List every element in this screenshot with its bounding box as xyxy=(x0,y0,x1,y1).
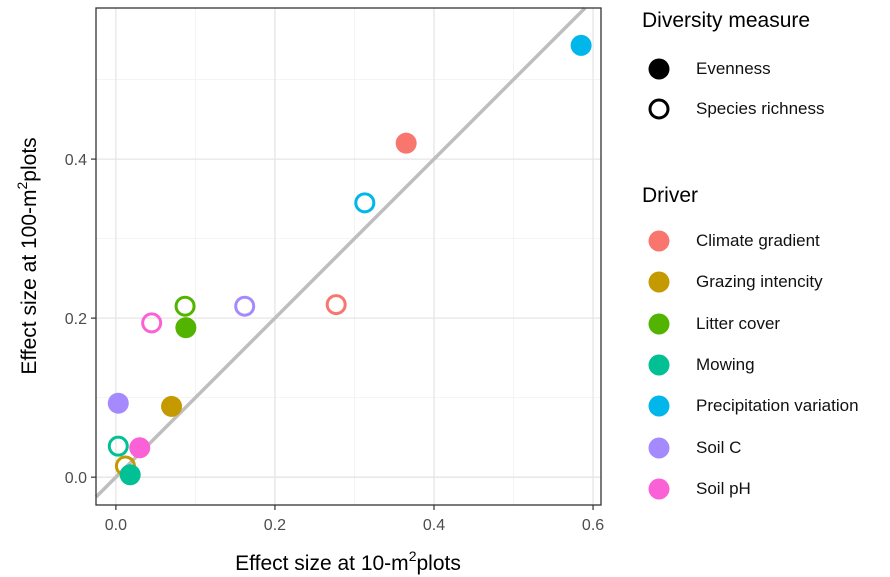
y-tick-label: 0.0 xyxy=(65,470,87,487)
data-points xyxy=(107,34,592,486)
y-tick-label: 0.4 xyxy=(65,152,87,169)
legend-label: Soil C xyxy=(696,437,742,457)
point-soil-ph-species-richness xyxy=(141,312,163,334)
point-climate-gradient-evenness xyxy=(395,132,417,154)
color-legend-title: Driver xyxy=(642,184,698,207)
point-soil-c-evenness xyxy=(107,392,129,414)
legend-key-icon xyxy=(648,98,670,120)
x-tick-label: 0.0 xyxy=(105,517,127,534)
x-axis-title: Effect size at 10-m2plots xyxy=(235,548,461,575)
x-tick-label: 0.4 xyxy=(423,517,445,534)
point-climate-gradient-species-richness xyxy=(325,294,347,316)
legend-key-icon xyxy=(648,437,670,458)
y-axis-title: Effect size at 100-m2plots xyxy=(14,137,41,374)
point-litter-cover-evenness xyxy=(175,317,197,339)
legend-key-icon xyxy=(648,313,670,335)
y-axis-title-superscript: 2 xyxy=(14,181,30,189)
y-tick-label: 0.2 xyxy=(65,311,87,328)
point-soil-ph-evenness xyxy=(129,437,151,459)
plot-panel xyxy=(96,8,601,505)
color-legend-item-soil-c: Soil C xyxy=(644,433,741,463)
x-axis-ticks: 0.0 0.2 0.4 0.6 xyxy=(105,505,604,534)
x-axis-title-superscript: 2 xyxy=(409,548,417,564)
color-legend-item-mowing: Mowing xyxy=(644,350,755,380)
point-precipitation-variation-species-richness xyxy=(354,192,376,214)
x-tick-label: 0.6 xyxy=(582,517,604,534)
point-mowing-species-richness xyxy=(107,435,129,457)
legend-label: Soil pH xyxy=(696,478,751,498)
shape-legend-title: Diversity measure xyxy=(642,9,811,32)
point-litter-cover-species-richness xyxy=(174,295,196,317)
legend-label: Precipitation variation xyxy=(696,396,859,416)
legend-label: Mowing xyxy=(696,354,755,374)
color-legend-item-litter-cover: Litter cover xyxy=(644,309,780,339)
color-legend-item-grazing-intencity: Grazing intencity xyxy=(644,267,823,297)
y-axis-title-main: Effect size at 100-m xyxy=(18,189,41,374)
plot-border xyxy=(95,7,602,506)
legend-key-icon xyxy=(648,58,670,80)
legend-label: Evenness xyxy=(696,59,771,78)
x-tick-label: 0.2 xyxy=(264,517,286,534)
legend-key-icon xyxy=(648,478,670,500)
legend-key-icon xyxy=(648,354,670,376)
shape-legend-item-species-richness: Species richness xyxy=(644,94,825,124)
legend-key-icon xyxy=(648,271,670,293)
color-legend-item-soil-ph: Soil pH xyxy=(644,474,751,504)
color-legend-item-climate-gradient: Climate gradient xyxy=(644,226,820,256)
point-precipitation-variation-evenness xyxy=(570,34,592,56)
point-soil-c-species-richness xyxy=(234,295,256,317)
legend-label: Climate gradient xyxy=(696,231,820,250)
legend-key-icon xyxy=(648,395,670,417)
point-mowing-evenness xyxy=(119,464,141,486)
x-axis-title-main: Effect size at 10-m xyxy=(235,552,409,575)
legend-label: Litter cover xyxy=(696,313,781,333)
y-axis-title-tail: plots xyxy=(18,137,41,181)
legend-key-icon xyxy=(648,230,670,252)
legend-label: Grazing intencity xyxy=(696,272,823,292)
y-axis-ticks: 0.0 0.2 0.4 xyxy=(65,152,96,487)
color-legend-item-precipitation-variation: Precipitation variation xyxy=(644,391,859,421)
legend-label: Species richness xyxy=(696,99,825,118)
grid xyxy=(96,8,601,505)
x-axis-title-tail: plots xyxy=(416,552,460,575)
reference-line-y-equals-x xyxy=(94,6,587,499)
shape-legend-item-evenness: Evenness xyxy=(644,54,771,84)
point-grazing-intencity-evenness xyxy=(161,395,183,417)
